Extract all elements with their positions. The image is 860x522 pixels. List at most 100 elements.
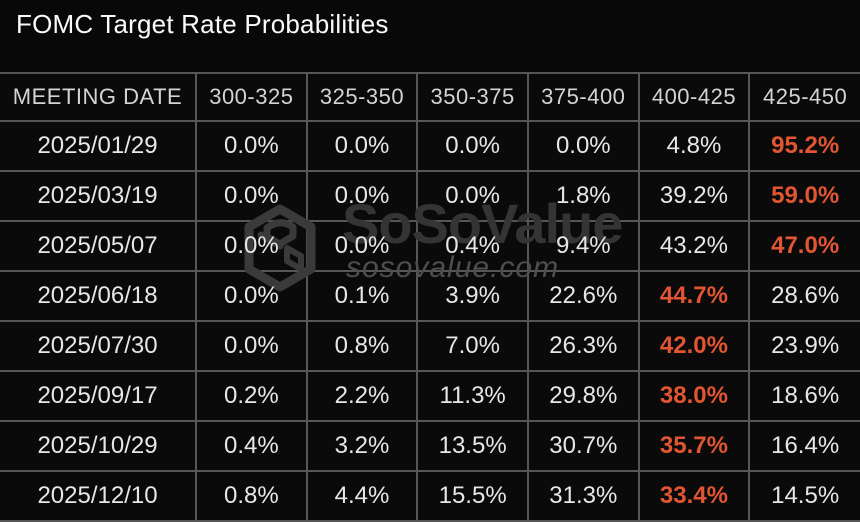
- probability-value: 0.0%: [223, 332, 279, 359]
- probability-cell: 0.0%: [195, 270, 308, 322]
- probability-cell: 22.6%: [526, 270, 640, 322]
- table-row: 2025/06/18 0.0% 0.1% 3.9% 22.6% 44.7% 28.6%: [0, 270, 860, 322]
- probability-cell: 0.0%: [305, 170, 419, 222]
- table-row: 2025/01/29 0.0% 0.0% 0.0% 0.0% 4.8% 95.2%: [0, 120, 860, 172]
- probability-cell: 26.3%: [526, 320, 640, 372]
- table-row: 2025/12/10 0.8% 4.4% 15.5% 31.3% 33.4% 14.5%: [0, 470, 860, 522]
- table-row: 2025/05/07 0.0% 0.0% 0.4% 9.4% 43.2% 47.0%: [0, 220, 860, 272]
- probability-cell: 13.5%: [416, 420, 529, 472]
- probability-value: 39.2%: [659, 182, 728, 209]
- probability-value: 44.7%: [659, 282, 728, 309]
- meeting-date-cell: 2025/10/29: [0, 420, 197, 472]
- probability-value: 0.0%: [555, 132, 611, 159]
- probability-cell: 4.4%: [305, 470, 419, 522]
- table-row: 2025/03/19 0.0% 0.0% 0.0% 1.8% 39.2% 59.0%: [0, 170, 860, 222]
- probability-value: 29.8%: [549, 382, 618, 409]
- probability-value: 4.8%: [666, 132, 722, 159]
- probability-cell: 44.7%: [637, 270, 751, 322]
- probability-value: 0.8%: [223, 482, 279, 509]
- probability-cell: 38.0%: [637, 370, 751, 422]
- probability-cell: 14.5%: [748, 470, 860, 522]
- table-body: 2025/01/29 0.0% 0.0% 0.0% 0.0% 4.8% 95.2% 2025/…: [0, 120, 860, 522]
- probability-cell: 0.0%: [416, 120, 529, 172]
- probability-value: 7.0%: [445, 332, 500, 359]
- probability-cell: 47.0%: [748, 220, 860, 272]
- probability-value: 14.5%: [771, 482, 840, 509]
- rate-range-header: 400-425: [637, 72, 751, 122]
- probability-value: 23.9%: [771, 332, 840, 359]
- probability-cell: 0.0%: [195, 170, 308, 222]
- probability-value: 13.5%: [438, 432, 507, 459]
- probability-cell: 59.0%: [748, 170, 860, 222]
- probability-cell: 0.1%: [305, 270, 419, 322]
- probability-value: 43.2%: [659, 232, 728, 259]
- table-row: 2025/09/17 0.2% 2.2% 11.3% 29.8% 38.0% 18.6%: [0, 370, 860, 422]
- rate-range-header: 350-375: [416, 72, 529, 122]
- header-label: 325-350: [319, 84, 405, 109]
- header-label: 400-425: [651, 84, 737, 109]
- probability-cell: 0.8%: [195, 470, 308, 522]
- header-label: 300-325: [209, 84, 294, 109]
- meeting-date-label: 2025/12/10: [37, 482, 158, 509]
- probability-cell: 39.2%: [637, 170, 751, 222]
- probability-value: 9.4%: [555, 232, 611, 259]
- probability-cell: 16.4%: [748, 420, 860, 472]
- probability-cell: 95.2%: [748, 120, 860, 172]
- page-title: FOMC Target Rate Probabilities: [16, 9, 389, 39]
- probability-value: 0.0%: [223, 182, 279, 209]
- probability-value: 30.7%: [549, 432, 618, 459]
- probability-cell: 0.0%: [416, 170, 529, 222]
- meeting-date-cell: 2025/12/10: [0, 470, 197, 522]
- probability-value: 47.0%: [771, 232, 840, 259]
- probability-cell: 29.8%: [526, 370, 640, 422]
- probability-cell: 7.0%: [416, 320, 529, 372]
- probability-cell: 3.9%: [416, 270, 529, 322]
- meeting-date-header: MEETING DATE: [0, 72, 197, 122]
- probability-value: 0.0%: [445, 132, 500, 159]
- table-row: 2025/10/29 0.4% 3.2% 13.5% 30.7% 35.7% 16.4%: [0, 420, 860, 472]
- probability-value: 26.3%: [549, 332, 618, 359]
- probability-value: 42.0%: [659, 332, 728, 359]
- probability-value: 0.0%: [223, 232, 279, 259]
- probability-value: 0.0%: [223, 132, 279, 159]
- header-label: 375-400: [541, 84, 626, 109]
- probability-value: 2.2%: [334, 382, 390, 409]
- header-label: 425-450: [763, 84, 848, 109]
- header-row: MEETING DATE 300-325 325-350 350-375 375-400…: [0, 72, 860, 122]
- probability-cell: 0.4%: [416, 220, 529, 272]
- probability-value: 3.9%: [445, 282, 500, 309]
- meeting-date-cell: 2025/03/19: [0, 170, 197, 222]
- probability-value: 15.5%: [438, 482, 507, 509]
- meeting-date-label: 2025/09/17: [37, 382, 158, 409]
- probability-cell: 0.0%: [195, 220, 308, 272]
- probability-cell: 23.9%: [748, 320, 860, 372]
- meeting-date-cell: 2025/06/18: [0, 270, 197, 322]
- probability-cell: 4.8%: [637, 120, 751, 172]
- probability-cell: 0.2%: [195, 370, 308, 422]
- probability-value: 0.0%: [334, 182, 390, 209]
- probability-cell: 0.0%: [195, 120, 308, 172]
- rate-range-header: 425-450: [748, 72, 860, 122]
- probability-value: 33.4%: [659, 482, 728, 509]
- probability-value: 35.7%: [659, 432, 728, 459]
- probability-cell: 18.6%: [748, 370, 860, 422]
- probability-cell: 0.0%: [195, 320, 308, 372]
- probability-value: 0.2%: [223, 382, 279, 409]
- probability-cell: 3.2%: [305, 420, 419, 472]
- probability-value: 0.0%: [334, 132, 390, 159]
- probability-cell: 1.8%: [526, 170, 640, 222]
- probability-value: 11.3%: [439, 382, 506, 409]
- probabilities-table: MEETING DATE 300-325 325-350 350-375 375-400…: [0, 72, 860, 522]
- probability-value: 31.3%: [549, 482, 618, 509]
- meeting-date-cell: 2025/07/30: [0, 320, 197, 372]
- probability-cell: 15.5%: [416, 470, 529, 522]
- meeting-date-cell: 2025/01/29: [0, 120, 197, 172]
- header-label: MEETING DATE: [12, 84, 183, 109]
- probability-value: 0.8%: [334, 332, 390, 359]
- probability-cell: 33.4%: [637, 470, 751, 522]
- probability-value: 0.4%: [223, 432, 279, 459]
- meeting-date-label: 2025/03/19: [37, 182, 158, 209]
- probability-value: 22.6%: [549, 282, 618, 309]
- probability-cell: 0.0%: [305, 220, 419, 272]
- probability-cell: 31.3%: [526, 470, 640, 522]
